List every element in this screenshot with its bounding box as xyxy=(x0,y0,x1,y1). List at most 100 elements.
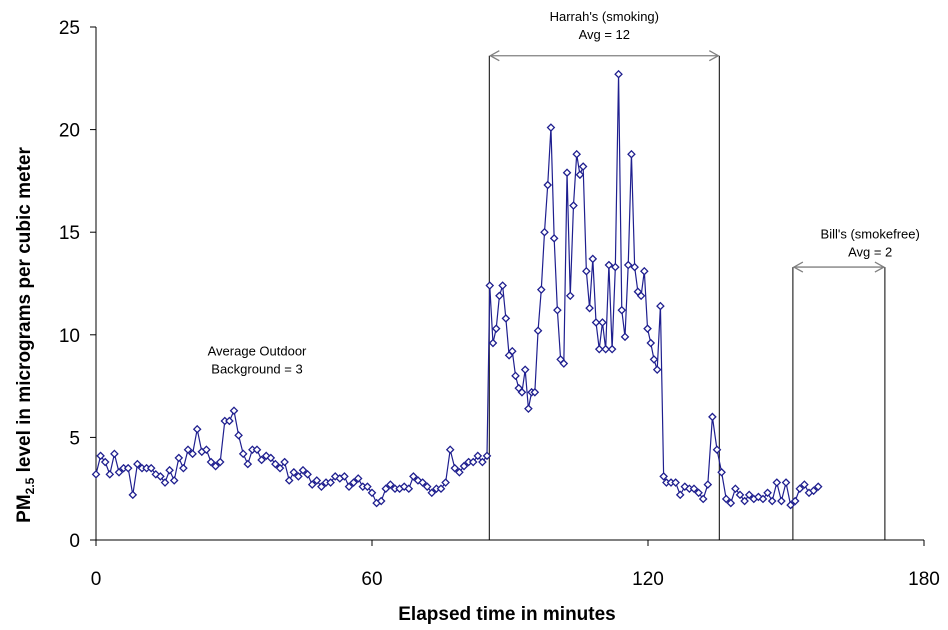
data-point xyxy=(298,465,308,475)
data-point xyxy=(252,445,262,455)
data-point xyxy=(617,305,627,315)
y-tick-label: 5 xyxy=(69,428,80,449)
data-point xyxy=(100,457,110,467)
data-point xyxy=(536,285,546,294)
annotation-text: Background = 3 xyxy=(211,361,302,376)
data-point xyxy=(517,387,527,397)
data-point xyxy=(215,457,225,467)
x-tick-label: 60 xyxy=(361,569,382,590)
data-point xyxy=(418,478,427,487)
data-point xyxy=(349,478,358,487)
data-point xyxy=(712,445,722,455)
x-tick-label: 0 xyxy=(91,569,102,590)
data-point xyxy=(620,332,630,342)
data-point xyxy=(607,344,617,354)
data-point xyxy=(409,472,418,481)
data-point xyxy=(386,480,395,489)
data-point xyxy=(659,472,668,481)
data-point xyxy=(317,482,326,491)
data-point xyxy=(404,484,414,494)
data-point xyxy=(572,149,582,159)
data-point xyxy=(740,496,749,506)
data-point xyxy=(585,303,594,313)
data-point xyxy=(520,365,530,375)
data-point xyxy=(363,482,372,491)
data-point xyxy=(671,478,680,487)
data-point xyxy=(786,500,795,510)
data-point xyxy=(643,324,652,333)
data-point xyxy=(703,480,713,489)
data-point xyxy=(627,149,636,159)
data-point xyxy=(151,470,161,479)
data-point xyxy=(601,344,610,354)
data-point xyxy=(540,227,549,237)
x-axis-label: Elapsed time in minutes xyxy=(398,604,616,625)
data-point xyxy=(450,463,460,473)
annotation-text: Harrah's (smoking) xyxy=(550,9,659,24)
data-point xyxy=(562,168,572,178)
y-tick-label: 25 xyxy=(59,18,80,39)
data-point xyxy=(694,488,703,498)
data-point xyxy=(156,472,165,481)
data-point xyxy=(698,494,708,504)
data-point xyxy=(206,457,216,467)
data-point xyxy=(623,260,633,270)
data-point xyxy=(229,406,239,416)
data-point xyxy=(524,404,533,413)
data-point xyxy=(478,457,487,467)
data-point xyxy=(604,260,614,270)
data-point xyxy=(482,451,492,461)
data-point xyxy=(495,291,504,301)
data-point xyxy=(459,461,469,471)
data-point xyxy=(174,453,184,463)
data-point xyxy=(344,482,354,491)
data-point xyxy=(271,459,280,469)
data-point xyxy=(501,314,511,323)
x-tick-label: 120 xyxy=(632,569,664,590)
data-point xyxy=(275,463,285,473)
data-point xyxy=(303,470,312,479)
x-tick-label: 180 xyxy=(908,569,940,590)
data-point xyxy=(192,424,202,434)
data-point xyxy=(326,478,335,487)
data-point xyxy=(630,262,639,272)
data-point xyxy=(646,338,656,348)
data-point xyxy=(179,463,188,473)
data-point xyxy=(422,482,432,491)
y-axis-label: PM2.5 level in micrograms per cubic mete… xyxy=(14,147,37,523)
data-point xyxy=(795,484,805,494)
data-point xyxy=(721,494,731,504)
data-point xyxy=(312,476,322,485)
data-point xyxy=(640,266,649,276)
data-point xyxy=(498,281,507,290)
data-point xyxy=(488,338,498,348)
annotation-text: Avg = 12 xyxy=(579,27,630,42)
data-point xyxy=(588,254,598,264)
data-point xyxy=(800,480,809,489)
data-point xyxy=(559,359,569,368)
y-axis-label-subscript: 2.5 xyxy=(23,477,37,494)
data-point xyxy=(202,445,211,455)
data-point xyxy=(675,490,685,500)
y-tick-label: 15 xyxy=(59,223,80,244)
data-point xyxy=(146,463,156,473)
data-point xyxy=(594,344,604,354)
data-point xyxy=(491,324,501,333)
data-point xyxy=(652,365,662,375)
data-point xyxy=(238,449,248,459)
data-point xyxy=(744,490,754,500)
data-point xyxy=(611,262,620,272)
data-point xyxy=(473,451,483,461)
data-point xyxy=(381,484,391,494)
data-point xyxy=(726,498,736,508)
data-point xyxy=(598,318,607,327)
data-point xyxy=(445,445,455,455)
data-point xyxy=(340,472,349,481)
data-point xyxy=(284,476,294,485)
data-point xyxy=(790,496,800,506)
data-point xyxy=(758,494,768,504)
data-point xyxy=(468,457,478,467)
data-point xyxy=(211,461,220,471)
data-point xyxy=(160,478,170,487)
data-point xyxy=(188,449,197,459)
